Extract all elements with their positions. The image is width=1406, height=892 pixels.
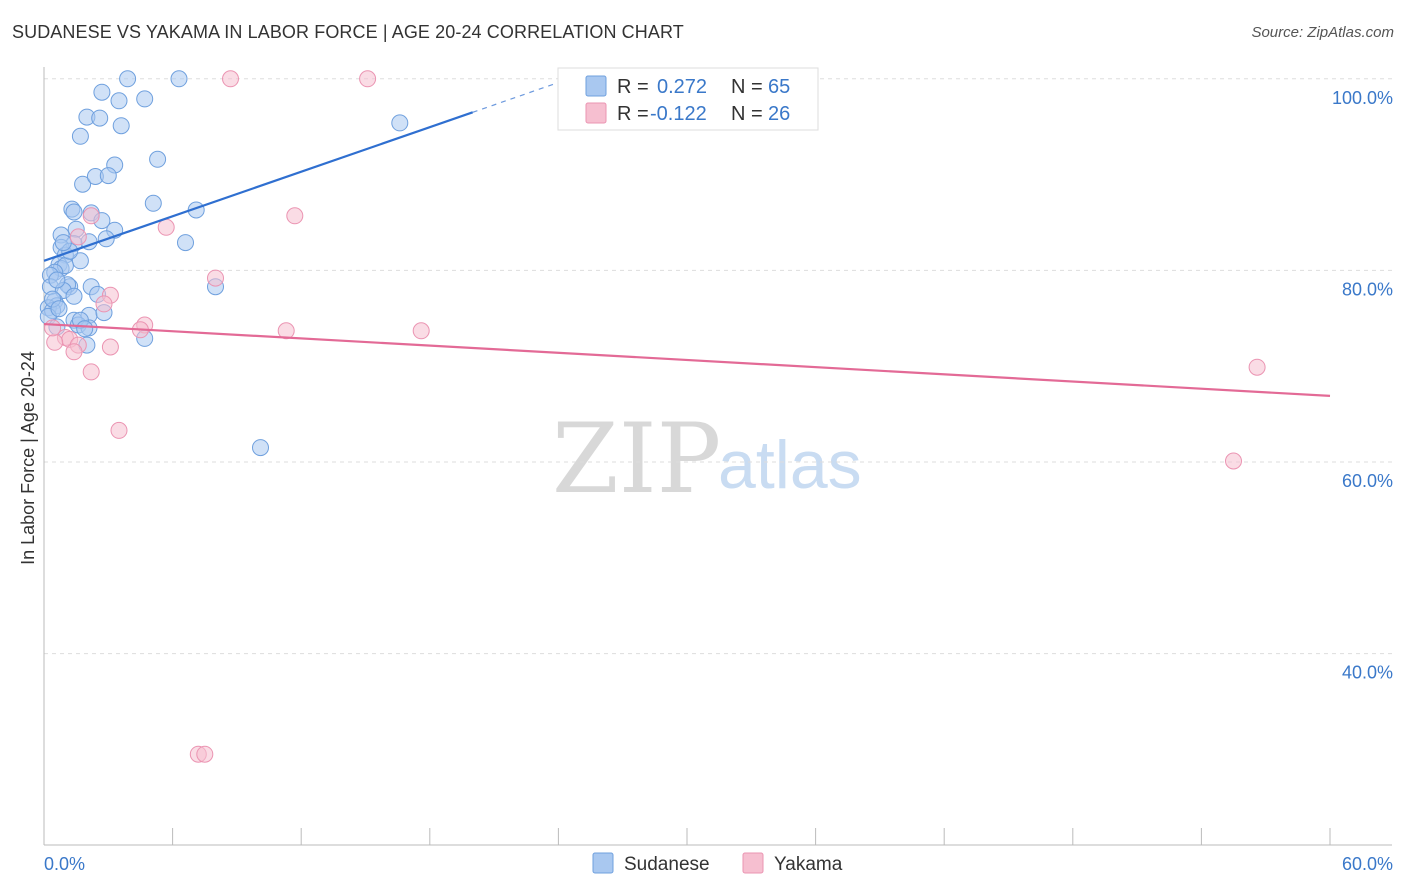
legend-r-label-yakama: R = [617,103,649,125]
correlation-legend: R = 0.272 N = 65 R = -0.122 N = 26 [557,67,819,131]
sudanese-point [110,92,128,110]
watermark-atlas: atlas [718,427,862,503]
x-tick-label: 60.0% [1342,854,1393,874]
yakama-trend-line [43,322,1331,397]
legend-r-value-yakama: -0.122 [650,103,707,125]
bottom-legend-swatch-sudanese [592,852,614,874]
sudanese-point [177,234,194,252]
yakama-point [196,745,214,763]
yakama-point [286,207,304,225]
yakama-point [65,343,83,361]
legend-r-value-sudanese: 0.272 [657,76,707,98]
sudanese-trend-line [43,111,474,262]
sudanese-point [99,167,117,185]
legend-n-label-yakama: N = [731,103,763,125]
sudanese-point [50,300,68,318]
sudanese-point [71,127,89,145]
y-axis-label: In Labor Force | Age 20-24 [18,351,38,565]
yakama-point [412,322,430,340]
yakama-point [46,333,64,351]
sudanese-point [74,175,92,193]
yakama-point [157,218,175,236]
sudanese-point [149,150,167,168]
yakama-point [110,421,128,439]
sudanese-point [65,203,83,221]
yakama-point [69,228,87,246]
legend-n-value-sudanese: 65 [768,76,790,98]
yakama-point [207,269,224,287]
yakama-point [82,363,100,381]
axes [43,67,1392,846]
sudanese-point [48,271,66,289]
sudanese-point [136,90,154,108]
sudanese-point [144,194,162,212]
sudanese-point [91,109,109,127]
yakama-point [101,338,119,356]
chart-title: SUDANESE VS YAKAMA IN LABOR FORCE | AGE … [12,22,684,42]
legend-n-value-yakama: 26 [768,103,790,125]
x-tick-label: 0.0% [44,854,85,874]
gridlines [44,78,1392,655]
watermark-zip: ZIP [552,403,721,515]
y-tick-labels: 100.0% 80.0% 60.0% 40.0% [1332,88,1393,683]
bottom-legend-label-sudanese: Sudanese [624,854,710,875]
sudanese-point [93,83,111,101]
sudanese-point [119,70,137,88]
yakama-point [222,70,239,88]
sudanese-point [54,234,72,252]
legend-r-label-sudanese: R = [617,76,649,98]
yakama-point [1248,358,1266,376]
sudanese-point [252,439,269,457]
y-tick-label: 80.0% [1342,279,1393,299]
bottom-legend-swatch-yakama [742,852,764,874]
sudanese-point [112,117,130,135]
series-legend: Sudanese Yakama [592,852,843,875]
yakama-points [44,70,1266,763]
yakama-point [1225,452,1242,470]
sudanese-point [76,320,94,338]
legend-n-label-sudanese: N = [731,76,763,98]
sudanese-point [391,114,409,132]
legend-swatch-yakama [585,102,607,124]
trend-lines [43,78,1331,397]
sudanese-trend-extension [472,78,570,113]
yakama-point [82,207,100,225]
y-tick-label: 60.0% [1342,471,1393,491]
yakama-point [95,295,113,313]
y-tick-label: 100.0% [1332,88,1393,108]
x-tick-labels: 0.0% 60.0% [44,854,1393,874]
sudanese-point [170,70,188,88]
sudanese-points [39,70,409,457]
sudanese-point [65,287,83,305]
yakama-point [44,319,62,337]
legend-swatch-sudanese [585,75,607,97]
yakama-point [359,70,377,88]
y-tick-label: 40.0% [1342,663,1393,683]
yakama-point [277,322,295,340]
bottom-legend-label-yakama: Yakama [774,854,843,875]
source-credit: Source: ZipAtlas.com [1251,24,1394,41]
